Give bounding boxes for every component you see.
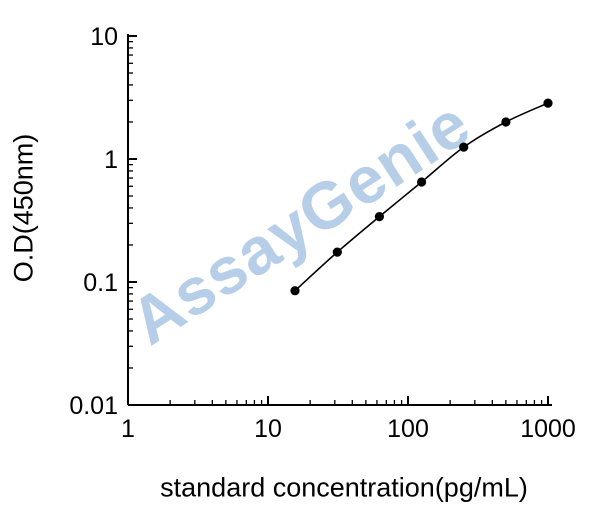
curve-line <box>294 102 549 292</box>
data-point <box>501 117 511 127</box>
data-point <box>290 286 300 296</box>
data-point <box>374 212 384 222</box>
x-tick-label: 100 <box>387 415 429 443</box>
data-point <box>459 142 469 152</box>
x-tick-label: 1000 <box>520 415 576 443</box>
x-tick-label: 10 <box>254 415 282 443</box>
y-tick-label: 1 <box>104 146 118 174</box>
data-point <box>417 177 427 187</box>
y-axis-title: O.D(450nm) <box>8 133 39 283</box>
data-point <box>543 98 553 108</box>
y-tick-label: 0.1 <box>83 269 118 297</box>
data-point <box>332 247 342 257</box>
y-tick-label: 10 <box>90 23 118 51</box>
y-tick-label: 0.01 <box>69 392 118 420</box>
x-axis-title: standard concentration(pg/mL) <box>160 472 528 503</box>
x-tick-label: 1 <box>121 415 135 443</box>
